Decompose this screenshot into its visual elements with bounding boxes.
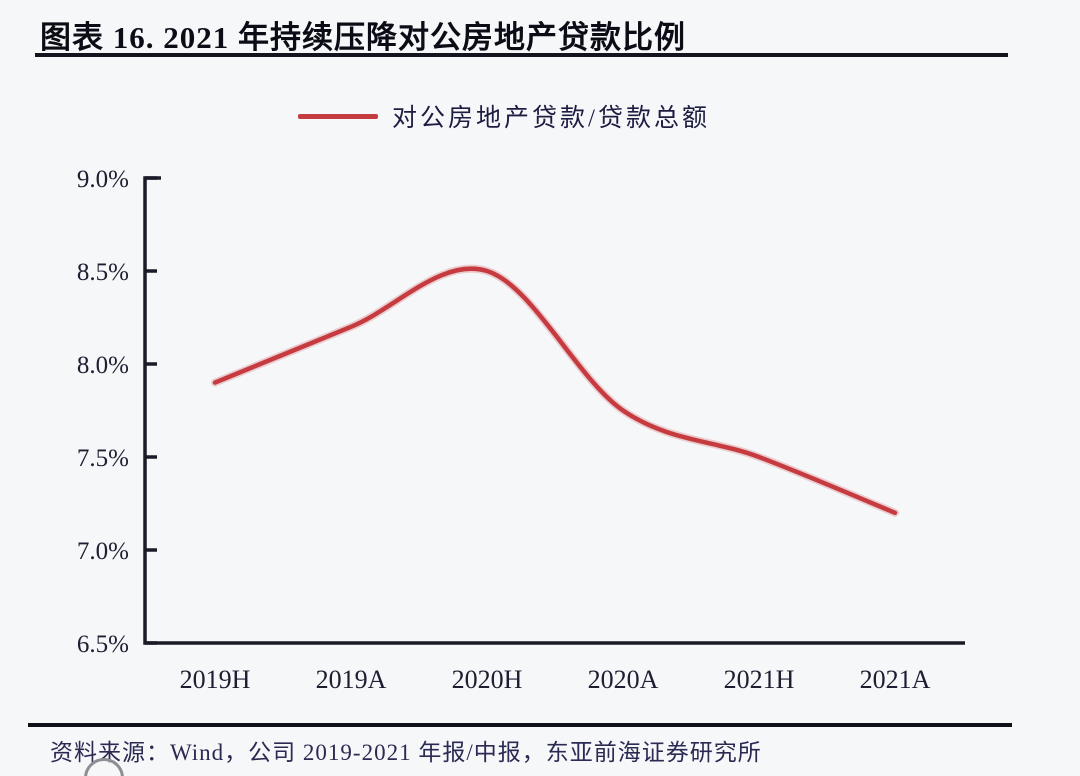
source-note: 资料来源：Wind，公司 2019-2021 年报/中报，东亚前海证券研究所 [50, 740, 762, 765]
x-tick-label: 2019H [180, 665, 251, 694]
x-tick-label: 2020A [588, 665, 659, 694]
footer-divider [28, 723, 1012, 727]
legend: 对公房地产贷款/贷款总额 [298, 98, 710, 134]
axis-frame [143, 176, 965, 645]
y-tick-label: 7.5% [77, 445, 129, 472]
series-line-halo [211, 264, 899, 517]
x-tick-label: 2021H [724, 665, 795, 694]
title-underline [35, 53, 1008, 57]
x-tick-label: 2019A [316, 665, 387, 694]
x-tick-label: 2020H [452, 665, 523, 694]
y-tick-label: 7.0% [77, 538, 129, 565]
x-tick-label: 2021A [860, 665, 931, 694]
y-tick-label: 6.5% [77, 631, 129, 658]
y-tick-label: 8.0% [77, 352, 129, 379]
y-tick-label: 9.0% [77, 166, 129, 193]
legend-label: 对公房地产贷款/贷款总额 [392, 105, 710, 132]
legend-line-swatch [298, 113, 378, 119]
chart-title: 图表 16. 2021 年持续压降对公房地产贷款比例 [40, 20, 686, 55]
y-tick-label: 8.5% [77, 259, 129, 286]
series-line [212, 266, 898, 516]
